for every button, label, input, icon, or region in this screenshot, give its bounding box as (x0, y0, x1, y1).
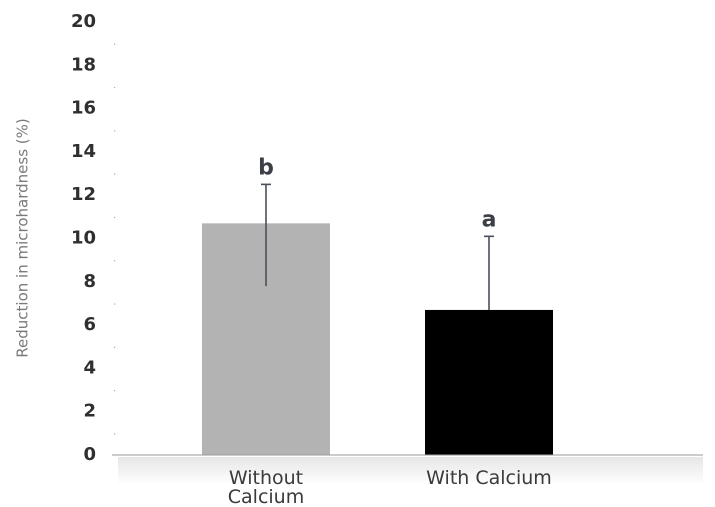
y-tick-label: 14 (71, 141, 96, 162)
y-minor-tick (114, 43, 116, 45)
y-minor-tick (114, 346, 116, 348)
y-tick-label: 0 (83, 444, 96, 465)
y-axis-title-group: Reduction in microhardness (%) (14, 118, 32, 357)
y-tick-label: 16 (71, 98, 96, 119)
y-minor-tick (114, 433, 116, 435)
y-tick-label: 6 (83, 314, 96, 335)
y-minor-tick (114, 260, 116, 262)
y-tick-label: 2 (83, 401, 96, 422)
x-tick-label: Without Calcium (228, 467, 304, 507)
y-axis-title: Reduction in microhardness (%) (14, 118, 32, 357)
y-tick-label: 12 (71, 184, 96, 205)
y-tick-label: 4 (83, 357, 96, 378)
y-minor-tick (114, 86, 116, 89)
y-minor-tick (114, 390, 116, 392)
y-axis: 0 2 4 6 8 10 12 14 16 18 20 (71, 11, 116, 465)
bars: ba (202, 155, 553, 455)
floor-shadow (118, 457, 703, 485)
y-minor-tick (114, 173, 116, 175)
y-minor-tick (114, 216, 116, 219)
y-tick-label: 20 (71, 11, 96, 32)
x-tick-label: With Calcium (426, 467, 552, 489)
y-tick-label: 18 (71, 54, 96, 75)
y-tick-label: 8 (83, 271, 96, 292)
significance-label: b (258, 155, 274, 180)
bar (425, 309, 553, 455)
y-minor-tick (114, 303, 116, 305)
y-minor-tick (114, 130, 116, 132)
y-tick-label: 10 (71, 228, 96, 249)
x-axis: Without Calcium With Calcium (228, 467, 552, 507)
significance-label: a (482, 207, 497, 232)
